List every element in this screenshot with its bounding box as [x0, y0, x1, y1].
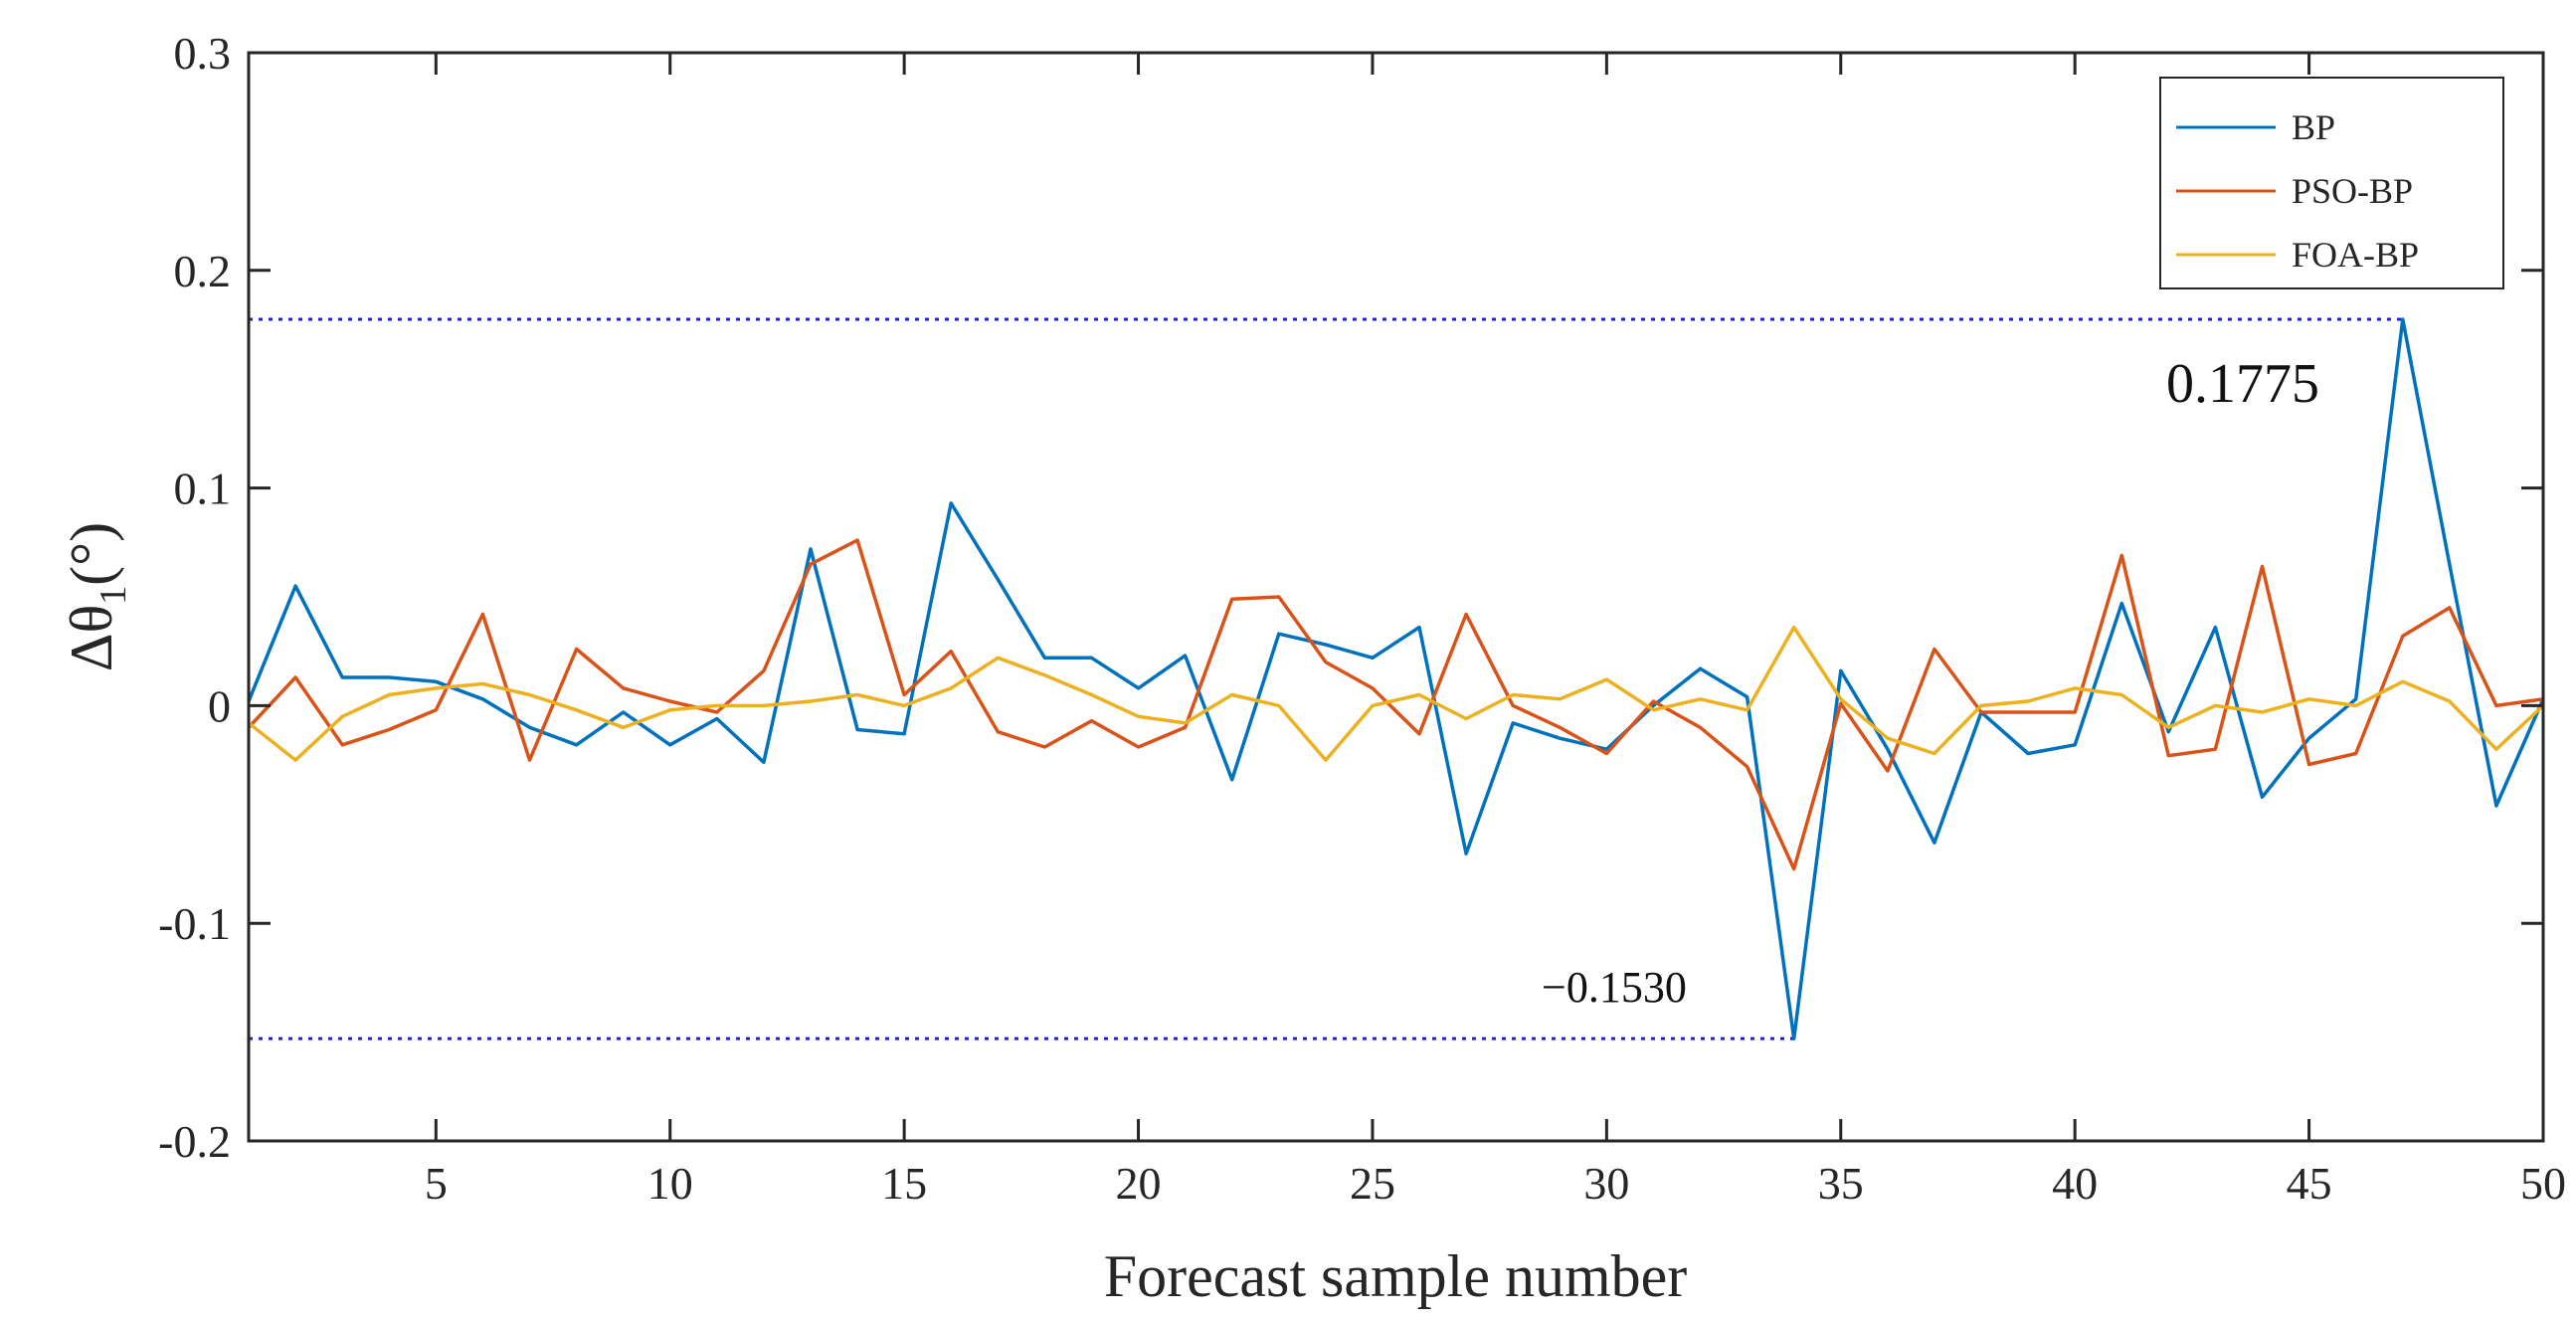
x-tick-label: 35 — [1818, 1158, 1864, 1209]
x-tick-label: 40 — [2052, 1158, 2098, 1209]
x-tick-label: 50 — [2520, 1158, 2566, 1209]
svg-text:Δθ1(°): Δθ1(°) — [59, 522, 134, 671]
y-tick-label: 0.2 — [174, 246, 232, 296]
y-tick-label: 0.1 — [174, 464, 232, 514]
x-tick-label: 45 — [2287, 1158, 2332, 1209]
y-axis-title: Δθ1(°) — [59, 522, 134, 671]
x-axis-title: Forecast sample number — [1104, 1243, 1688, 1309]
x-tick-label: 5 — [425, 1158, 448, 1209]
y-axis-title-subscript: 1 — [92, 586, 134, 605]
annotation-min: −0.1530 — [1542, 963, 1687, 1012]
x-tick-label: 25 — [1350, 1158, 1395, 1209]
y-axis-title-main: Δθ — [59, 605, 124, 671]
legend: BP PSO-BP FOA-BP — [2159, 77, 2504, 289]
x-tick-label: 20 — [1116, 1158, 1162, 1209]
y-tick-label: -0.2 — [158, 1116, 231, 1167]
x-tick-label: 15 — [881, 1158, 927, 1209]
annotation-max: 0.1775 — [2166, 353, 2319, 415]
y-axis-title-unit: (°) — [59, 522, 124, 586]
series-line-foa-bp — [247, 625, 2545, 762]
y-tick-label: -0.1 — [158, 898, 231, 949]
legend-label-foa-bp: FOA-BP — [2292, 235, 2419, 275]
legend-label-bp: BP — [2292, 107, 2335, 147]
plot-area-frame — [247, 51, 2545, 1143]
legend-label-pso-bp: PSO-BP — [2292, 171, 2413, 211]
x-tick-label: 30 — [1583, 1158, 1629, 1209]
x-tick-label: 10 — [647, 1158, 693, 1209]
series-line-bp — [247, 317, 2545, 1040]
y-tick-label: 0.3 — [174, 28, 232, 79]
y-tick-label: 0 — [208, 680, 231, 731]
